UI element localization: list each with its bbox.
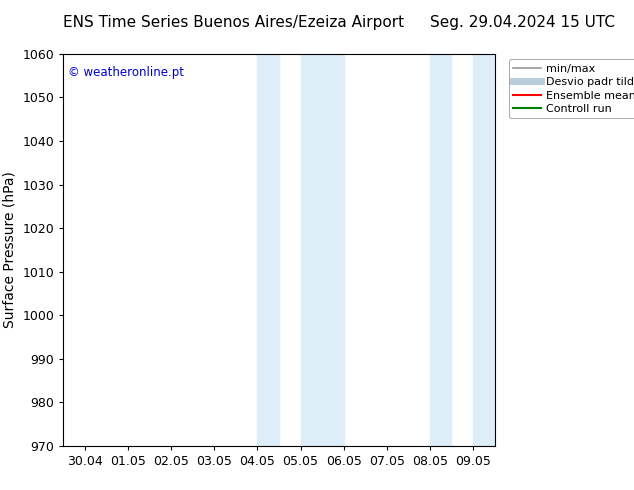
Text: Seg. 29.04.2024 15 UTC: Seg. 29.04.2024 15 UTC (430, 15, 615, 30)
Bar (473, 54, 495, 446)
Text: © weatheronline.pt: © weatheronline.pt (68, 66, 184, 79)
Y-axis label: Surface Pressure (hPa): Surface Pressure (hPa) (3, 172, 17, 328)
Text: ENS Time Series Buenos Aires/Ezeiza Airport: ENS Time Series Buenos Aires/Ezeiza Airp… (63, 15, 404, 30)
Bar (430, 54, 451, 446)
Legend: min/max, Desvio padr tilde;o, Ensemble mean run, Controll run: min/max, Desvio padr tilde;o, Ensemble m… (508, 59, 634, 119)
Bar (301, 54, 344, 446)
Bar (257, 54, 279, 446)
